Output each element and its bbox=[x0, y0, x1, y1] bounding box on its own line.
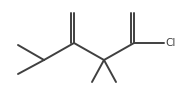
Text: Cl: Cl bbox=[165, 38, 175, 48]
